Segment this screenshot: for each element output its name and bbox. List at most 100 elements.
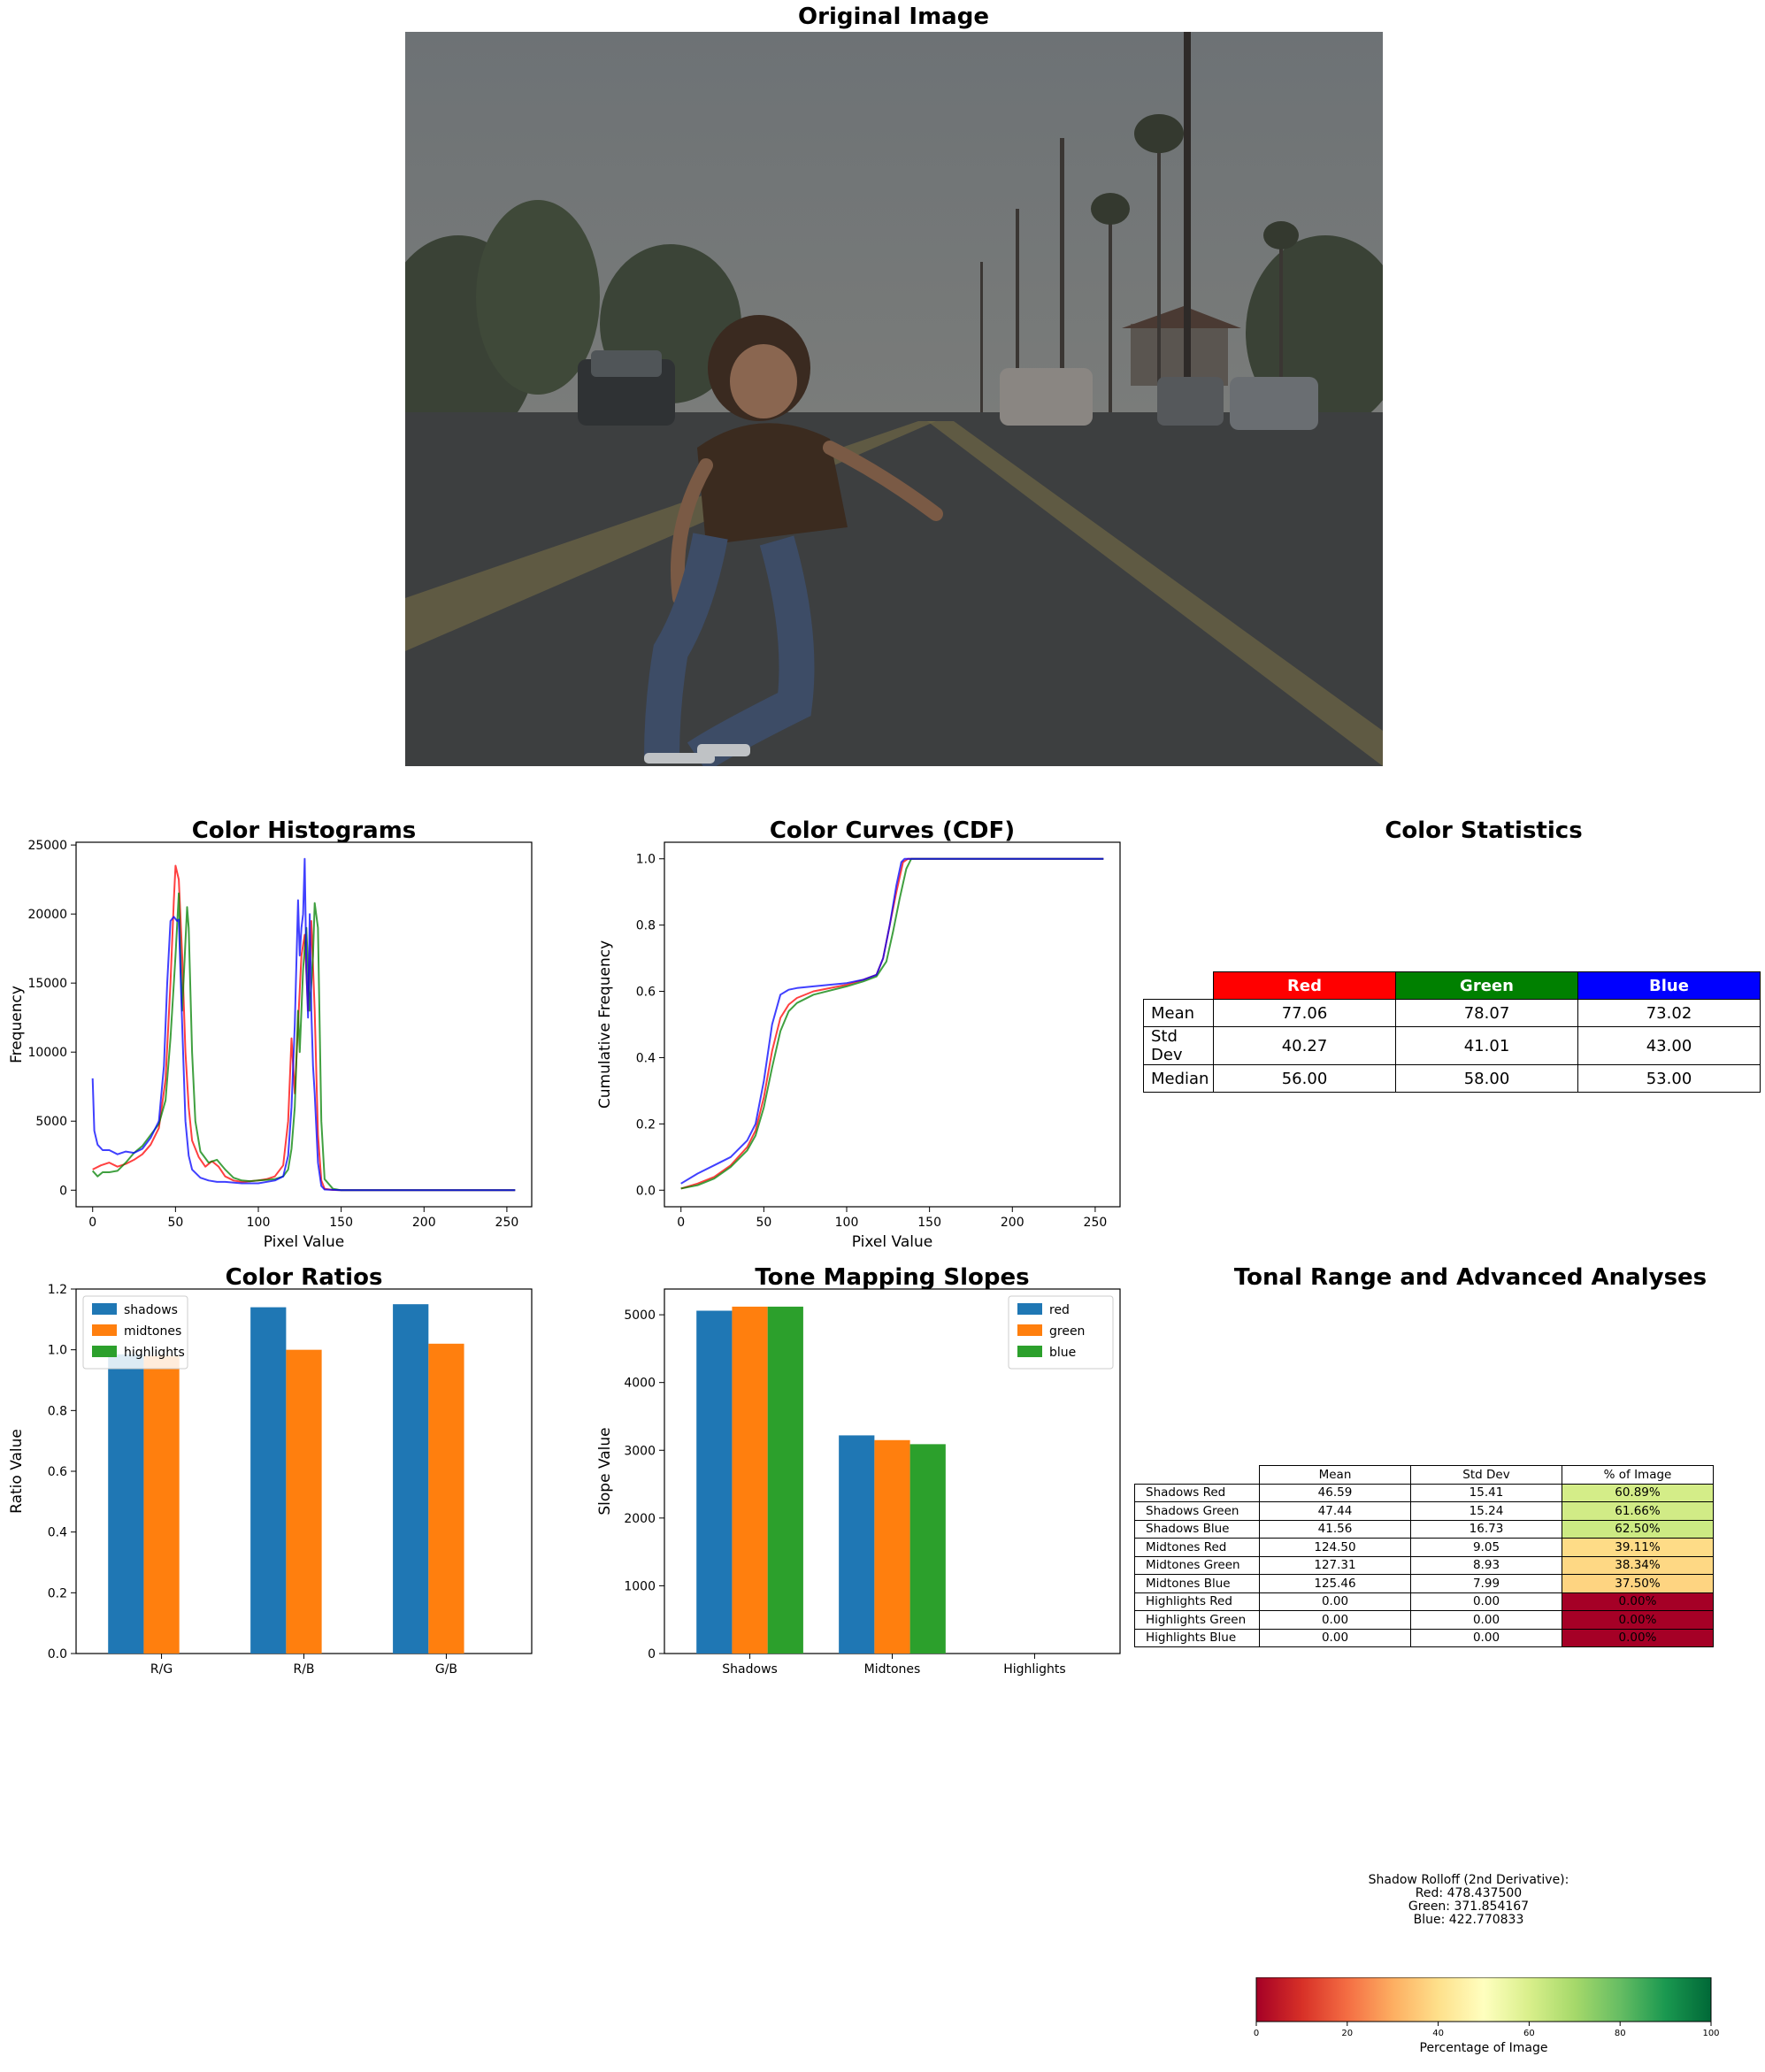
tonal-cell-std: 0.00 — [1410, 1592, 1562, 1611]
tonal-cell-pct: 37.50% — [1562, 1574, 1714, 1593]
stats-corner — [1144, 972, 1214, 1000]
y-axis-label: Frequency — [8, 986, 26, 1063]
color-statistics-title: Color Statistics — [1385, 817, 1583, 844]
colorbar-tick-label: 100 — [1702, 2029, 1719, 2038]
y-tick-label: 0.2 — [636, 1117, 656, 1132]
rolloff-blue: Blue: 422.770833 — [1413, 1913, 1524, 1927]
y-tick-label: 0.0 — [636, 1184, 656, 1198]
stats-cell: 43.00 — [1577, 1026, 1761, 1065]
x-tick-label: 0 — [677, 1216, 685, 1230]
tonal-cell-mean: 125.46 — [1259, 1574, 1411, 1593]
y-tick-label: 4000 — [624, 1377, 656, 1391]
y-tick-label: 0.4 — [48, 1526, 67, 1540]
tonal-cell-pct: 0.00% — [1562, 1592, 1714, 1611]
percentage-colorbar: 0 20 40 60 80 100 Percentage of Image — [1254, 1977, 1720, 2055]
x-axis-label: Pixel Value — [264, 1233, 344, 1251]
tonal-cell-std: 0.00 — [1410, 1610, 1562, 1630]
tonal-cell-mean: 0.00 — [1259, 1592, 1411, 1611]
colorbar-tick-label: 20 — [1341, 2029, 1353, 2038]
y-tick-label: 0.6 — [48, 1465, 67, 1479]
y-tick-label: 5000 — [624, 1308, 656, 1323]
y-tick-label: 5000 — [35, 1115, 67, 1129]
tonal-cell-mean: 0.00 — [1259, 1628, 1411, 1647]
tonal-header-pct: % of Image — [1562, 1465, 1714, 1485]
bar-midtones — [143, 1355, 180, 1654]
colorbar-label: Percentage of Image — [1420, 2041, 1548, 2055]
stats-cell: 40.27 — [1213, 1026, 1396, 1065]
tonal-header-mean: Mean — [1259, 1465, 1411, 1485]
y-axis-label: Ratio Value — [8, 1429, 26, 1514]
y-tick-label: 0.6 — [636, 986, 656, 1000]
tonal-row: Highlights Blue 0.00 0.00 0.00% — [1134, 1628, 1714, 1647]
category-label: Shadows — [722, 1662, 778, 1677]
y-tick-label: 1.0 — [636, 853, 656, 867]
rolloff-green: Green: 371.854167 — [1408, 1899, 1530, 1914]
legend-label-red: red — [1049, 1303, 1070, 1317]
series-line-2 — [680, 857, 1104, 1185]
bar-green — [732, 1306, 768, 1654]
tonal-cell-mean: 124.50 — [1259, 1538, 1411, 1557]
legend-label-highlights: highlights — [124, 1346, 185, 1360]
legend-label-blue: blue — [1049, 1346, 1076, 1360]
stats-cell: 58.00 — [1395, 1064, 1578, 1093]
y-tick-label: 0.8 — [48, 1404, 67, 1418]
tonal-row-label: Highlights Red — [1134, 1592, 1260, 1611]
x-axis-label: Pixel Value — [852, 1233, 932, 1251]
x-tick-label: 150 — [329, 1216, 353, 1230]
tonal-row: Midtones Red 124.50 9.05 39.11% — [1134, 1538, 1714, 1557]
stats-header-blue: Blue — [1577, 971, 1761, 1000]
tonal-header-std: Std Dev — [1410, 1465, 1562, 1485]
tonal-row: Midtones Green 127.31 8.93 38.34% — [1134, 1555, 1714, 1575]
y-tick-label: 2000 — [624, 1512, 656, 1526]
y-tick-label: 1.0 — [48, 1344, 67, 1358]
y-axis-label: Cumulative Frequency — [596, 940, 614, 1109]
x-tick-label: 100 — [835, 1216, 859, 1230]
stats-cell: 41.01 — [1395, 1026, 1578, 1065]
bar-red — [696, 1310, 733, 1654]
y-tick-label: 20000 — [27, 908, 67, 922]
tonal-row: Midtones Blue 125.46 7.99 37.50% — [1134, 1574, 1714, 1593]
category-label: G/B — [435, 1662, 457, 1677]
stats-cell: 78.07 — [1395, 999, 1578, 1027]
series-line-0 — [680, 857, 1104, 1190]
x-tick-label: 250 — [1084, 1216, 1108, 1230]
tonal-corner — [1135, 1466, 1260, 1485]
y-axis-label: Slope Value — [596, 1427, 614, 1515]
stats-row-label: Std Dev — [1143, 1026, 1214, 1065]
bar-shadows — [108, 1354, 144, 1654]
shadow-rolloff-text: Shadow Rolloff (2nd Derivative): Red: 47… — [1292, 1874, 1646, 1927]
ratios-chart: 0.0 0.2 0.4 0.6 0.8 1.0 1.2 R/G R/B G/B shadows mid… — [8, 1283, 533, 1677]
original-photo — [405, 32, 1383, 766]
bar-shadows — [250, 1307, 287, 1654]
y-tick-label: 0.8 — [636, 919, 656, 933]
bar-shadows — [393, 1304, 429, 1654]
stats-header-red: Red — [1213, 971, 1396, 1000]
tonal-cell-mean: 127.31 — [1259, 1555, 1411, 1575]
photo-illustration — [405, 32, 1383, 766]
tonal-row-label: Shadows Blue — [1134, 1519, 1260, 1539]
tonal-cell-std: 15.24 — [1410, 1501, 1562, 1521]
colorbar-tick-label: 60 — [1523, 2029, 1535, 2038]
tonal-title: Tonal Range and Advanced Analyses — [1233, 1264, 1707, 1291]
tonal-row-label: Midtones Blue — [1134, 1574, 1260, 1593]
y-tick-label: 0 — [59, 1184, 67, 1198]
legend-swatch-highlights — [92, 1346, 117, 1357]
y-tick-label: 3000 — [624, 1444, 656, 1458]
tonal-row: Highlights Green 0.00 0.00 0.00% — [1134, 1610, 1714, 1630]
y-tick-label: 10000 — [27, 1046, 67, 1060]
tonal-cell-mean: 41.56 — [1259, 1519, 1411, 1539]
legend-swatch-green — [1017, 1324, 1042, 1336]
rolloff-red: Red: 478.437500 — [1415, 1886, 1523, 1900]
color-statistics-table: Red Green Blue Mean 77.06 78.07 73.02 St… — [1143, 971, 1761, 1093]
y-tick-label: 25000 — [27, 839, 67, 853]
original-image-title: Original Image — [798, 4, 989, 30]
y-tick-label: 15000 — [27, 977, 67, 991]
category-label: R/G — [150, 1662, 173, 1677]
stats-cell: 73.02 — [1577, 999, 1761, 1027]
histograms-title: Color Histograms — [191, 817, 417, 844]
tonal-cell-mean: 0.00 — [1259, 1610, 1411, 1630]
x-tick-label: 150 — [917, 1216, 941, 1230]
tonal-range-table: Mean Std Dev % of Image Shadows Red 46.59… — [1134, 1465, 1714, 1647]
category-label: R/B — [293, 1662, 314, 1677]
tonal-cell-pct: 39.11% — [1562, 1538, 1714, 1557]
